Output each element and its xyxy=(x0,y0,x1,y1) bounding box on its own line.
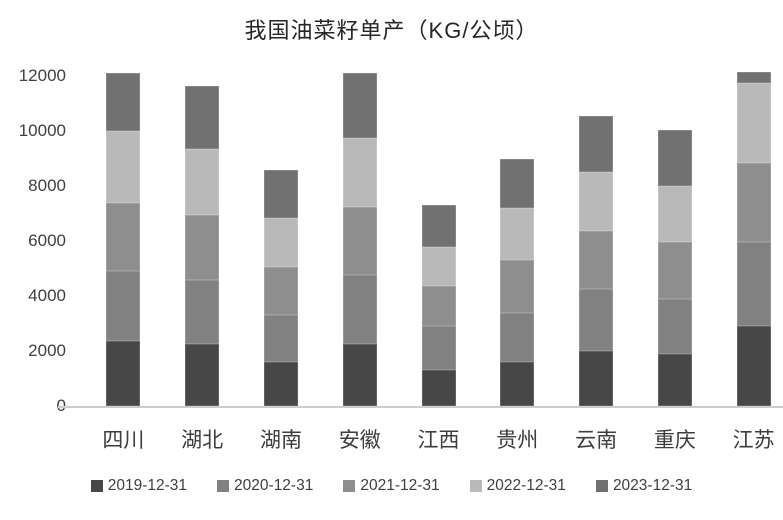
bar-云南 xyxy=(579,115,614,406)
bar-segment-2020-12-31-江西 xyxy=(421,326,456,371)
bar-segment-2021-12-31-安徽 xyxy=(342,206,377,276)
legend-label: 2019-12-31 xyxy=(107,477,188,494)
bar-segment-2021-12-31-江西 xyxy=(421,286,456,327)
bar-segment-2021-12-31-江苏 xyxy=(736,162,771,243)
bar-segment-2020-12-31-四川 xyxy=(106,271,141,342)
bar-segment-2022-12-31-湖南 xyxy=(263,217,298,268)
legend-swatch-icon xyxy=(90,480,103,492)
legend-label: 2023-12-31 xyxy=(612,477,693,494)
legend-item-2019-12-31: 2019-12-31 xyxy=(90,477,188,495)
bar-四川 xyxy=(106,73,141,406)
bar-segment-2020-12-31-云南 xyxy=(579,289,614,351)
x-label-江西: 江西 xyxy=(417,429,460,452)
x-label-湖北: 湖北 xyxy=(181,429,224,452)
x-label-安徽: 安徽 xyxy=(338,429,381,452)
bar-segment-2019-12-31-湖北 xyxy=(185,344,220,406)
legend-item-2021-12-31: 2021-12-31 xyxy=(343,477,440,495)
legend: 2019-12-31 2020-12-31 2021-12-31 2022-12-31… xyxy=(0,477,783,495)
x-label-江苏: 江苏 xyxy=(732,429,775,452)
x-label-贵州: 贵州 xyxy=(496,429,539,452)
bar-segment-2023-12-31-云南 xyxy=(579,115,614,173)
bar-segment-2019-12-31-安徽 xyxy=(342,344,377,406)
bar-segment-2020-12-31-湖南 xyxy=(263,315,298,362)
bar-segment-2019-12-31-四川 xyxy=(106,341,141,406)
bar-segment-2021-12-31-贵州 xyxy=(500,260,535,313)
bar-segment-2022-12-31-安徽 xyxy=(342,137,377,207)
chart-title: 我国油菜籽单产（KG/公顷） xyxy=(244,18,539,43)
bar-segment-2019-12-31-重庆 xyxy=(657,353,692,406)
bar-segment-2020-12-31-湖北 xyxy=(185,279,220,345)
bar-segment-2021-12-31-湖南 xyxy=(263,267,298,316)
y-tick-label: 12000 xyxy=(18,66,66,85)
legend-item-2023-12-31: 2023-12-31 xyxy=(595,477,693,495)
bar-segment-2023-12-31-江苏 xyxy=(736,71,771,83)
bar-segment-2019-12-31-江苏 xyxy=(736,326,771,406)
bar-segment-2022-12-31-四川 xyxy=(106,131,141,203)
bar-segment-2023-12-31-重庆 xyxy=(657,129,692,186)
bar-安徽 xyxy=(342,73,377,406)
legend-swatch-icon xyxy=(343,480,356,492)
x-label-重庆: 重庆 xyxy=(653,429,696,452)
x-label-云南: 云南 xyxy=(575,429,618,452)
legend-swatch-icon xyxy=(217,480,230,492)
legend-item-2020-12-31: 2020-12-31 xyxy=(217,477,313,495)
bar-贵州 xyxy=(500,158,535,406)
y-tick-label: 8000 xyxy=(28,176,66,195)
bar-重庆 xyxy=(657,129,692,406)
x-axis-labels: 四川 湖北 湖南 安徽 江西 贵州 云南 重庆 江苏 xyxy=(84,424,783,454)
legend-swatch-icon xyxy=(469,480,482,492)
bar-segment-2021-12-31-云南 xyxy=(579,231,614,290)
legend-swatch-icon xyxy=(595,480,608,492)
bar-segment-2022-12-31-贵州 xyxy=(500,208,535,261)
bar-segment-2021-12-31-湖北 xyxy=(185,214,220,280)
x-label-湖南: 湖南 xyxy=(259,429,302,452)
bar-segment-2019-12-31-江西 xyxy=(421,370,456,406)
legend-label: 2022-12-31 xyxy=(486,477,566,494)
bar-segment-2023-12-31-安徽 xyxy=(342,73,377,138)
y-tick-label: 0 xyxy=(0,396,66,416)
bar-segment-2023-12-31-贵州 xyxy=(500,158,535,208)
x-axis-line xyxy=(58,406,783,408)
x-label-四川: 四川 xyxy=(102,429,145,452)
bar-segment-2023-12-31-湖北 xyxy=(185,85,220,149)
bar-segment-2020-12-31-贵州 xyxy=(500,312,535,362)
plot-area xyxy=(84,71,783,406)
bar-segment-2022-12-31-江西 xyxy=(421,246,456,287)
bar-segment-2023-12-31-湖南 xyxy=(263,169,298,218)
bar-segment-2019-12-31-贵州 xyxy=(500,362,535,406)
bar-segment-2020-12-31-重庆 xyxy=(657,298,692,354)
bar-segment-2023-12-31-江西 xyxy=(421,205,456,247)
bar-segment-2019-12-31-云南 xyxy=(579,351,614,406)
bar-江苏 xyxy=(736,71,771,406)
bar-segment-2022-12-31-湖北 xyxy=(185,148,220,215)
y-tick-label: 10000 xyxy=(18,121,66,140)
bar-segment-2022-12-31-江苏 xyxy=(736,82,771,163)
legend-label: 2021-12-31 xyxy=(360,477,440,494)
y-tick-label: 4000 xyxy=(28,286,66,305)
legend-item-2022-12-31: 2022-12-31 xyxy=(469,477,566,495)
bar-segment-2021-12-31-四川 xyxy=(106,202,141,272)
bar-segment-2020-12-31-江苏 xyxy=(736,242,771,327)
legend-label: 2020-12-31 xyxy=(234,477,314,494)
bar-segment-2020-12-31-安徽 xyxy=(342,275,377,345)
bar-segment-2022-12-31-重庆 xyxy=(657,186,692,243)
bar-湖北 xyxy=(185,85,220,406)
y-tick-label: 6000 xyxy=(28,231,66,250)
bar-segment-2019-12-31-湖南 xyxy=(263,362,298,406)
bar-segment-2022-12-31-云南 xyxy=(579,172,614,232)
bar-湖南 xyxy=(263,169,298,406)
bar-segment-2021-12-31-重庆 xyxy=(657,242,692,299)
y-tick-label: 2000 xyxy=(28,341,66,360)
bar-江西 xyxy=(421,205,456,406)
bar-segment-2023-12-31-四川 xyxy=(106,73,141,131)
y-axis: 0 2000 4000 6000 8000 10000 12000 xyxy=(0,0,66,420)
